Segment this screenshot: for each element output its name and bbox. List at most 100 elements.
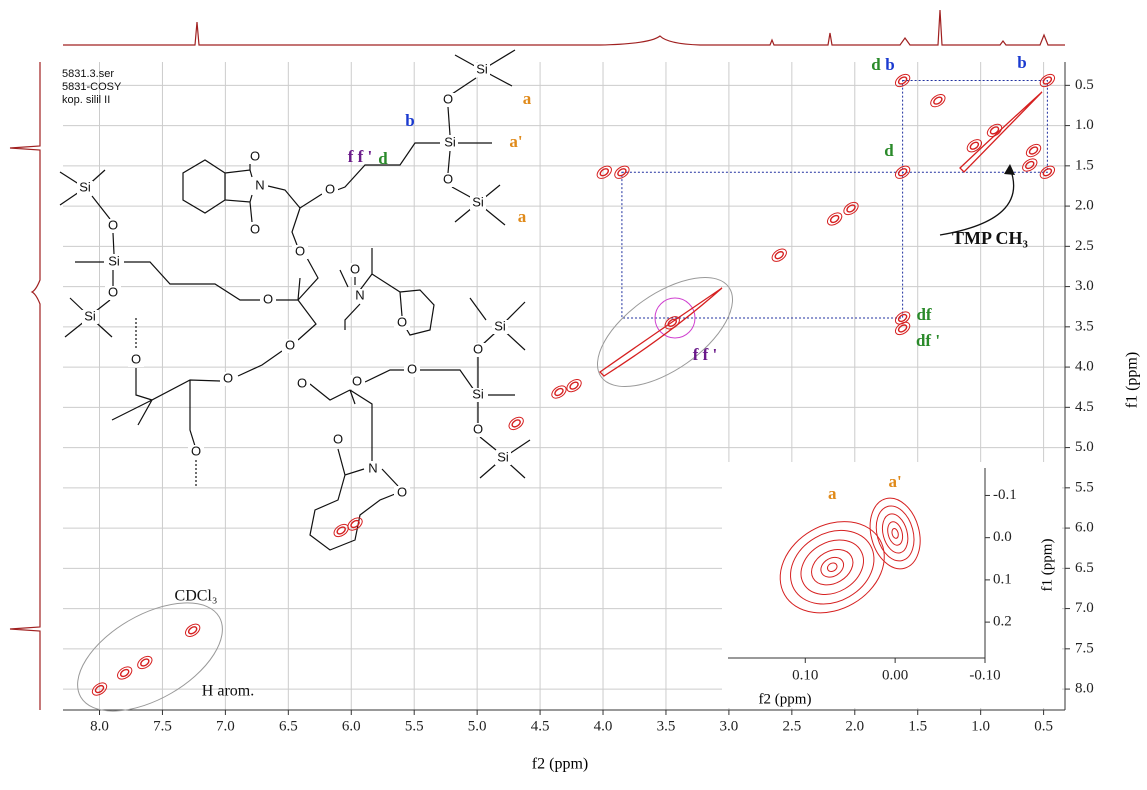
contour-ring bbox=[986, 123, 1003, 138]
left-projection bbox=[9, 62, 41, 710]
x-axis-label: f2 (ppm) bbox=[532, 756, 588, 773]
y-tick-label: 2.5 bbox=[1075, 238, 1094, 254]
contour-ring bbox=[91, 682, 108, 696]
x-tick-label: 1.0 bbox=[971, 718, 990, 734]
x-tick-label: 1.5 bbox=[908, 718, 927, 734]
atom: O bbox=[295, 243, 305, 258]
contour-ring bbox=[566, 378, 582, 393]
correlation-box bbox=[621, 171, 904, 319]
x-tick-label: 5.5 bbox=[405, 718, 424, 734]
contour-ring bbox=[596, 165, 612, 179]
atom-background bbox=[492, 320, 508, 334]
atom-background bbox=[394, 486, 410, 500]
structure-label: b bbox=[405, 111, 414, 130]
atom: O bbox=[443, 91, 453, 106]
x-tick-label: 0.10 bbox=[792, 667, 818, 683]
cross-peak bbox=[897, 324, 908, 333]
contour-ring bbox=[966, 139, 983, 153]
cross-peak bbox=[187, 626, 198, 635]
contour-ring bbox=[790, 529, 875, 605]
contour-ring bbox=[1039, 165, 1056, 179]
contour-ring bbox=[894, 321, 911, 336]
cross-peak bbox=[511, 419, 521, 428]
atom: O bbox=[333, 431, 343, 446]
x-tick-label: 4.0 bbox=[594, 718, 613, 734]
atom: Si bbox=[79, 179, 91, 194]
y-tick-label: 5.5 bbox=[1075, 479, 1094, 495]
cross-peak bbox=[1025, 160, 1035, 170]
atom: O bbox=[350, 261, 360, 276]
peak-label: a' bbox=[889, 472, 902, 491]
diagonal-ridge bbox=[959, 91, 1043, 173]
atom: Si bbox=[84, 308, 96, 323]
atom: O bbox=[397, 314, 407, 329]
atom-background bbox=[365, 462, 381, 476]
atom-background bbox=[470, 343, 486, 357]
sample-info: 5831.3.ser bbox=[62, 68, 114, 80]
atom: Si bbox=[476, 61, 488, 76]
atom: O bbox=[473, 341, 483, 356]
contour-ring bbox=[779, 521, 885, 614]
y-tick-label: 8.0 bbox=[1075, 681, 1094, 697]
cross-peak bbox=[933, 96, 943, 105]
atom-background bbox=[330, 433, 346, 447]
atom-background bbox=[294, 377, 310, 391]
contour-ring bbox=[347, 517, 363, 531]
atom-background bbox=[128, 353, 144, 367]
y-tick-label: 0.0 bbox=[993, 529, 1012, 545]
cross-peak bbox=[617, 168, 627, 177]
region-circle bbox=[654, 297, 696, 339]
atom: O bbox=[108, 217, 118, 232]
inset-x-label: f2 (ppm) bbox=[759, 691, 812, 707]
y-tick-label: 3.0 bbox=[1075, 278, 1094, 294]
contour-ring bbox=[820, 556, 845, 578]
peaks bbox=[91, 73, 1056, 696]
atom-background bbox=[470, 423, 486, 437]
x-tick-label: 5.0 bbox=[468, 718, 487, 734]
y-tick-label: 6.0 bbox=[1075, 520, 1094, 536]
contour-ring bbox=[826, 212, 843, 226]
atom-background bbox=[247, 150, 263, 164]
atom-background bbox=[394, 316, 410, 330]
x-tick-label: -0.10 bbox=[969, 667, 1000, 683]
top-projection bbox=[63, 9, 1065, 46]
structure-label: a bbox=[518, 207, 527, 226]
cross-peak bbox=[846, 204, 856, 213]
cross-peak bbox=[119, 668, 130, 678]
y-tick-label: 2.0 bbox=[1075, 198, 1094, 214]
cross-peak bbox=[554, 387, 564, 397]
contour-ring bbox=[881, 513, 909, 554]
contour-ring bbox=[771, 248, 787, 262]
cross-peak bbox=[969, 141, 980, 150]
arrow bbox=[939, 167, 1015, 236]
x-tick-label: 0.00 bbox=[882, 667, 908, 683]
structure-label: a bbox=[523, 89, 532, 108]
y-axis-label: f1 (ppm) bbox=[1124, 352, 1141, 408]
atom-background bbox=[470, 388, 486, 402]
cross-peak bbox=[897, 76, 908, 85]
y-tick-label: 0.5 bbox=[1075, 77, 1094, 93]
x-tick-label: 8.0 bbox=[90, 718, 109, 734]
cross-peak bbox=[599, 168, 610, 177]
contour-ring bbox=[1022, 158, 1038, 172]
cross-peak bbox=[1028, 146, 1039, 155]
atom: O bbox=[285, 337, 295, 352]
correlation-box bbox=[902, 80, 1048, 173]
atom-background bbox=[220, 372, 236, 386]
atom-background bbox=[105, 286, 121, 300]
y-tick-label: 7.5 bbox=[1075, 640, 1094, 656]
atom-background bbox=[252, 179, 268, 193]
atom: Si bbox=[497, 449, 509, 464]
annotation: CDCl₃ bbox=[175, 588, 218, 605]
atom: O bbox=[263, 291, 273, 306]
atom: N bbox=[355, 287, 364, 302]
atom: Si bbox=[472, 386, 484, 401]
cross-peak bbox=[774, 251, 784, 260]
region-ellipse bbox=[596, 276, 734, 388]
atom: O bbox=[223, 370, 233, 385]
cross-peak bbox=[891, 528, 899, 539]
contour-ring bbox=[930, 93, 946, 108]
peak-label: a bbox=[828, 484, 837, 503]
inset: 0.10 0.00 -0.10 -0.1 0.0 0.1 0.2 a a' bbox=[728, 468, 1017, 683]
